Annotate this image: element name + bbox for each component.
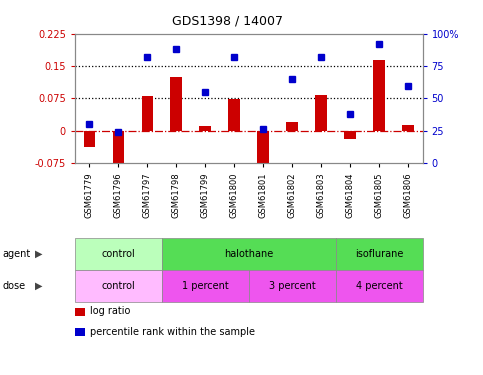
Text: percentile rank within the sample: percentile rank within the sample xyxy=(90,327,256,337)
Text: agent: agent xyxy=(2,249,30,259)
Bar xyxy=(142,96,153,131)
Bar xyxy=(315,95,327,131)
Text: ▶: ▶ xyxy=(35,249,43,259)
Text: control: control xyxy=(101,281,135,291)
Text: 4 percent: 4 percent xyxy=(356,281,402,291)
Text: 1 percent: 1 percent xyxy=(182,281,228,291)
Bar xyxy=(373,60,385,131)
Text: 3 percent: 3 percent xyxy=(269,281,315,291)
Text: isoflurane: isoflurane xyxy=(355,249,403,259)
Text: dose: dose xyxy=(2,281,26,291)
Bar xyxy=(113,131,124,168)
Bar xyxy=(344,131,356,138)
Bar xyxy=(199,126,211,131)
Text: ▶: ▶ xyxy=(35,281,43,291)
Bar xyxy=(228,99,240,131)
Bar xyxy=(257,131,269,163)
Text: log ratio: log ratio xyxy=(90,306,131,316)
Text: halothane: halothane xyxy=(224,249,273,259)
Bar xyxy=(170,77,182,131)
Text: control: control xyxy=(101,249,135,259)
Bar xyxy=(402,125,414,131)
Text: GDS1398 / 14007: GDS1398 / 14007 xyxy=(171,15,283,28)
Bar xyxy=(84,131,95,147)
Bar xyxy=(286,122,298,131)
